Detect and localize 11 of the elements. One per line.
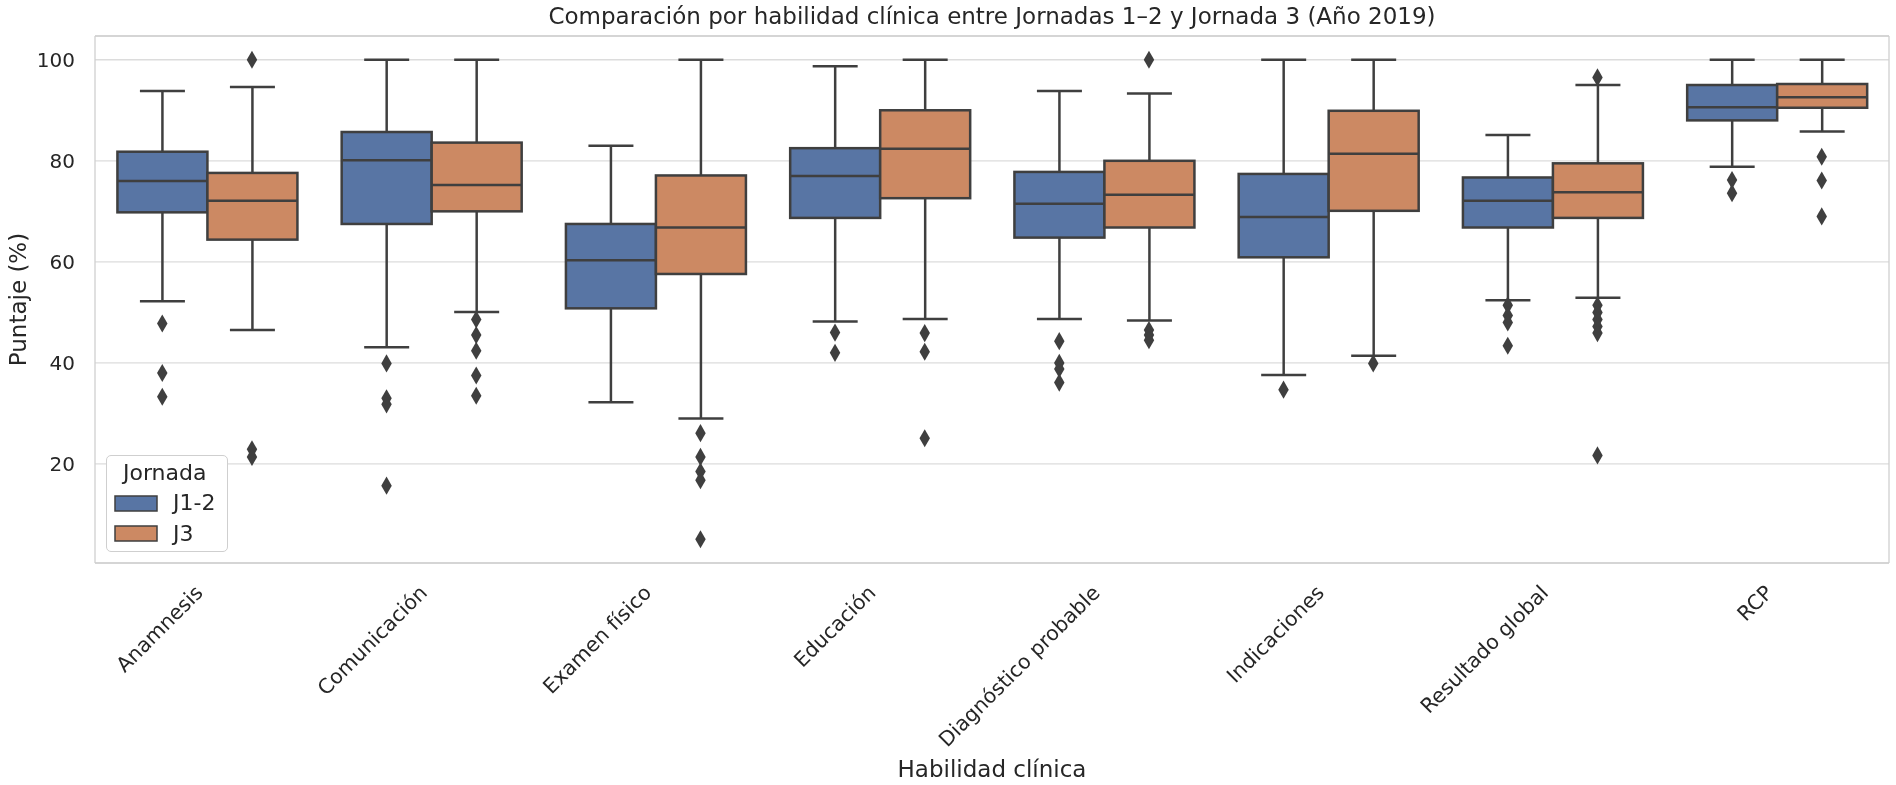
chart-title: Comparación por habilidad clínica entre Jornadas 1–2 y Jornada 3 (Año 2019): [547, 3, 1437, 29]
y-tick-label: 80: [49, 148, 75, 173]
y-tick-label: 100: [36, 47, 75, 72]
y-tick-label: 40: [49, 351, 75, 376]
legend-label: J1-2: [173, 490, 216, 516]
y-tick-label: 60: [49, 249, 75, 274]
y-axis-title: Puntaje (%): [5, 232, 31, 367]
y-tick-label: 20: [49, 452, 75, 477]
legend-title: Jornada: [121, 460, 208, 486]
x-axis-title: Habilidad clínica: [897, 756, 1087, 782]
legend-label: J3: [173, 520, 194, 546]
